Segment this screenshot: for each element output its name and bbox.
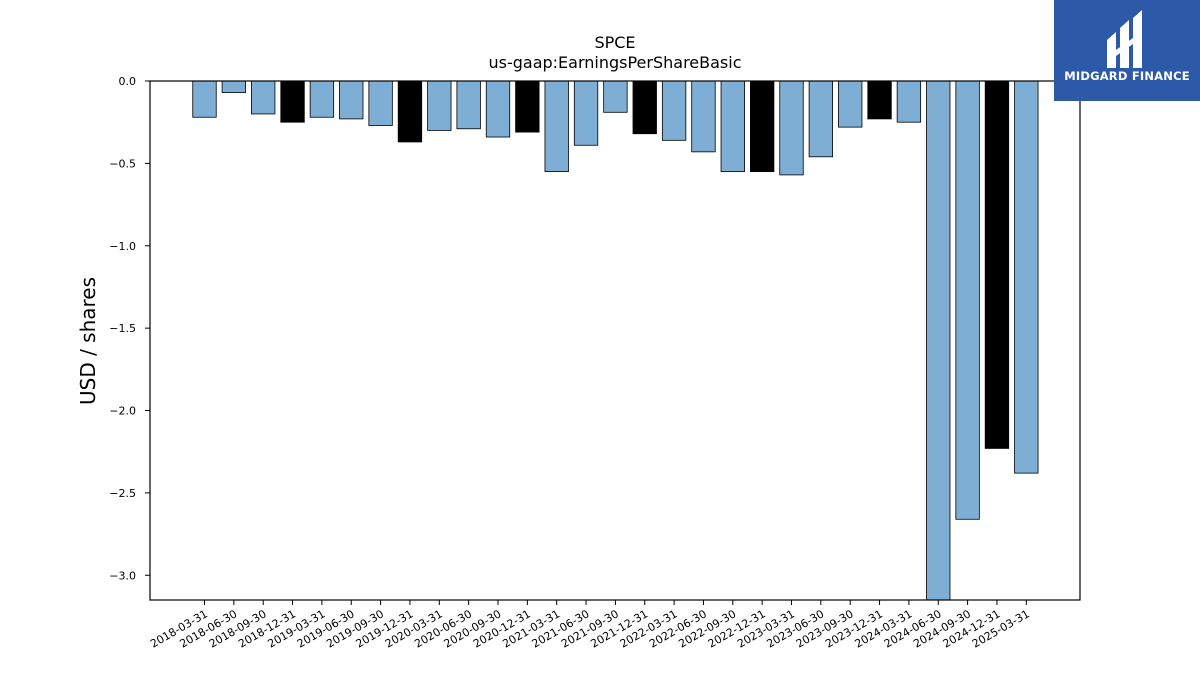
bar-2023-06-30 — [808, 80, 833, 158]
logo-text: MIDGARD FINANCE — [1064, 69, 1190, 83]
bar-2021-03-31 — [544, 80, 569, 173]
bar-2021-12-31 — [632, 80, 657, 135]
bar-2019-03-31 — [309, 80, 335, 118]
y-tick-label: −0.5 — [109, 157, 136, 170]
y-tick-label: −3.0 — [109, 569, 136, 582]
y-axis: 0.0 −0.5 −1.0 −1.5 −2.0 −2.5 −3.0 — [109, 75, 150, 582]
bar-2019-09-30 — [368, 80, 393, 126]
y-tick-label: −2.0 — [109, 405, 136, 418]
bar-2022-03-31 — [661, 80, 687, 141]
bar-2024-12-31 — [984, 80, 1010, 449]
y-tick-label: −1.5 — [109, 322, 136, 335]
y-tick-label: 0.0 — [119, 75, 137, 88]
bar-2020-06-30 — [456, 80, 481, 130]
bar-2018-09-30 — [251, 80, 276, 115]
x-axis: 2018-03-312018-06-302018-09-302018-12-31… — [148, 600, 1032, 651]
bar-2018-06-30 — [221, 80, 247, 93]
y-tick-label: −1.0 — [109, 240, 136, 253]
y-tick-label: −2.5 — [109, 487, 136, 500]
bar-2021-06-30 — [573, 80, 599, 146]
midgard-finance-logo: MIDGARD FINANCE — [1054, 0, 1200, 101]
bar-2022-09-30 — [720, 80, 745, 173]
bar-2022-06-30 — [691, 80, 716, 153]
bar-2019-06-30 — [339, 80, 364, 120]
chart-title: SPCE — [594, 33, 635, 52]
bars — [192, 80, 1039, 601]
bar-2018-12-31 — [280, 80, 305, 123]
bar-2018-03-31 — [192, 80, 217, 118]
bar-2021-09-30 — [603, 80, 628, 113]
bar-2020-03-31 — [427, 80, 452, 131]
bar-2020-12-31 — [515, 80, 540, 133]
bar-2024-03-31 — [896, 80, 922, 123]
bar-2023-03-31 — [779, 80, 804, 176]
chart-subtitle: us-gaap:EarningsPerShareBasic — [488, 53, 741, 72]
y-axis-label: USD / shares — [76, 277, 100, 405]
bar-2023-12-31 — [867, 80, 892, 120]
bar-2023-09-30 — [838, 80, 863, 128]
bar-2024-09-30 — [955, 80, 980, 520]
bar-2024-06-30 — [926, 80, 951, 601]
bar-2020-09-30 — [485, 80, 511, 138]
midgard-logo-icon — [1107, 10, 1142, 68]
bar-2019-12-31 — [397, 80, 423, 143]
bar-2022-12-31 — [750, 80, 775, 173]
bar-2025-03-31 — [1014, 80, 1039, 474]
